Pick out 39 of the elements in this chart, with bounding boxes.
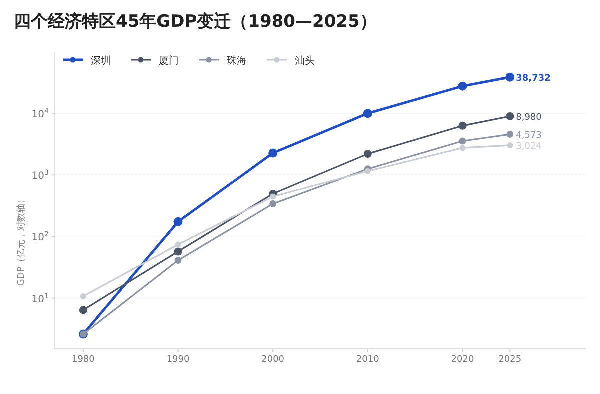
legend-label: 珠海 xyxy=(227,55,247,67)
point xyxy=(459,138,466,145)
point xyxy=(270,194,276,200)
point xyxy=(506,72,515,82)
y-tick-label: 10$^{1}$ xyxy=(32,292,49,306)
legend-label: 厦门 xyxy=(159,55,179,67)
point xyxy=(506,130,514,138)
point xyxy=(174,248,182,256)
x-tick-label: 2010 xyxy=(356,355,380,365)
point xyxy=(364,150,372,158)
data-label: 8,980 xyxy=(516,112,542,123)
point xyxy=(174,217,183,226)
chart-title: 四个经济特区45年GDP变迁（1980—2025） xyxy=(14,12,377,32)
y-tick-label: 10$^{4}$ xyxy=(32,108,50,121)
point xyxy=(80,293,86,300)
point xyxy=(175,242,182,248)
y-tick-label: 10$^{2}$ xyxy=(32,230,49,244)
point xyxy=(174,257,182,264)
x-tick-label: 2020 xyxy=(451,355,474,365)
point xyxy=(268,148,278,158)
point xyxy=(460,145,466,152)
point xyxy=(270,200,277,208)
point xyxy=(506,112,514,120)
y-axis-title: GDP（亿元，对数轴） xyxy=(16,194,27,286)
point xyxy=(507,142,514,149)
x-tick-label: 1980 xyxy=(72,355,96,365)
x-tick-label: 2000 xyxy=(262,355,285,365)
y-tick-label: 10$^{3}$ xyxy=(32,169,49,182)
point xyxy=(458,82,468,91)
point xyxy=(363,109,372,118)
x-tick-label: 2025 xyxy=(498,355,522,365)
point xyxy=(79,306,88,314)
data-label: 4,573 xyxy=(516,130,542,141)
x-tick-label: 1990 xyxy=(166,355,190,365)
legend-label: 汕头 xyxy=(295,55,315,67)
data-label: 38,732 xyxy=(516,74,551,84)
point xyxy=(364,168,371,174)
legend-label: 深圳 xyxy=(91,55,111,67)
point xyxy=(458,122,467,130)
